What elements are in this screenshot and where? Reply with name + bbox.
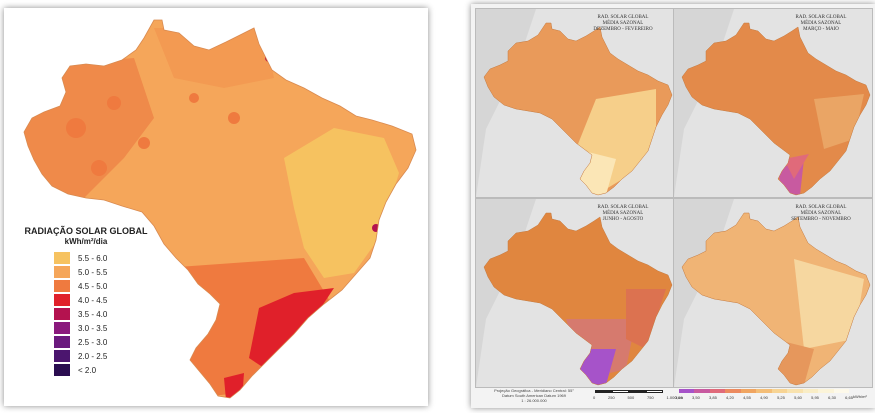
scale-label: 1.000 km	[666, 395, 683, 400]
title-line: RAD. SOLAR GLOBAL	[795, 15, 847, 20]
seasonal-map-svg	[476, 199, 674, 387]
legend-swatch	[54, 252, 70, 264]
colorbar-tick: 4,20	[726, 395, 734, 400]
colorbar-segment	[709, 389, 726, 393]
legend-swatch	[54, 308, 70, 320]
legend-swatch	[54, 350, 70, 362]
scale-label: 0	[593, 395, 596, 400]
legend-label: 2.5 - 3.0	[78, 337, 108, 347]
title-line: MARÇO - MAIO	[803, 27, 839, 32]
seasonal-map-svg	[674, 199, 872, 387]
colorbar-tick: 4,55	[743, 395, 751, 400]
scale-bar	[595, 390, 665, 393]
colorbar-segment	[771, 389, 788, 393]
legend-item: 4.5 - 5.0	[54, 279, 156, 293]
colorbar-segment	[833, 389, 849, 393]
legend-label: 3.0 - 3.5	[78, 323, 108, 333]
seasonal-map-dec-feb: RAD. SOLAR GLOBAL MÉDIA SAZONAL DEZEMBRO -…	[475, 8, 675, 198]
title-line: DEZEMBRO - FEVEREIRO	[593, 27, 653, 32]
colorbar-segment	[802, 389, 819, 393]
colorbar-segment	[787, 389, 803, 393]
seasonal-map-title: RAD. SOLAR GLOBAL MÉDIA SAZONAL MARÇO - MA…	[776, 15, 866, 33]
legend-label: 4.5 - 5.0	[78, 281, 108, 291]
map-footer: Projeção Geográfica - Meridiano Central:…	[475, 387, 871, 405]
title-line: RAD. SOLAR GLOBAL	[597, 15, 649, 20]
legend-item: 4.0 - 4.5	[54, 293, 156, 307]
seasonal-map-svg	[476, 9, 674, 197]
colorbar-segment	[740, 389, 757, 393]
seasonal-map-jun-aug: RAD. SOLAR GLOBAL MÉDIA SAZONAL JUNHO - AG…	[475, 198, 675, 388]
legend-label: 3.5 - 4.0	[78, 309, 108, 319]
scale-labels: 0 250 500 750 1.000 km	[593, 395, 683, 400]
legend-item: 3.0 - 3.5	[54, 321, 156, 335]
title-line: JUNHO - AGOSTO	[602, 217, 644, 222]
legend-swatch	[54, 322, 70, 334]
colorbar-tick: 5,95	[811, 395, 819, 400]
colorbar-tick: 5,25	[777, 395, 785, 400]
legend-item: 2.0 - 2.5	[54, 349, 156, 363]
scale-label: 250	[608, 395, 615, 400]
legend-label: 5.0 - 5.5	[78, 267, 108, 277]
title-line: MÉDIA SAZONAL	[800, 211, 842, 216]
colorbar-segment	[679, 389, 695, 393]
seasonal-maps-panel: RAD. SOLAR GLOBAL MÉDIA SAZONAL DEZEMBRO -…	[471, 4, 875, 408]
colorbar-segment	[818, 389, 834, 393]
legend-swatch	[54, 336, 70, 348]
seasonal-map-sep-nov: RAD. SOLAR GLOBAL MÉDIA SAZONAL SETEMBRO -…	[673, 198, 873, 388]
legend-item: < 2.0	[54, 363, 156, 377]
legend-item: 2.5 - 3.0	[54, 335, 156, 349]
brazil-annual-radiation-map	[23, 19, 417, 399]
colorbar-tick: 4,90	[760, 395, 768, 400]
colorbar-unit: kWh/m²	[853, 394, 867, 399]
annual-solar-map-panel: RADIAÇÃO SOLAR GLOBAL kWh/m²/dia 5.5 - 6…	[4, 8, 428, 406]
datum-line: Datum South American Datum 1969	[501, 393, 567, 398]
legend-swatch	[54, 280, 70, 292]
seasonal-map-title: RAD. SOLAR GLOBAL MÉDIA SAZONAL JUNHO - AG…	[578, 205, 668, 223]
colorbar-tick: 6,30	[828, 395, 836, 400]
projection-line: Projeção Geográfica - Meridiano Central:…	[494, 388, 574, 393]
colorbar	[679, 389, 849, 393]
seasonal-map-svg	[674, 9, 872, 197]
colorbar-tick: 3,50	[692, 395, 700, 400]
seasonal-map-mar-may: RAD. SOLAR GLOBAL MÉDIA SAZONAL MARÇO - MA…	[673, 8, 873, 198]
legend-swatch	[54, 294, 70, 306]
legend-item: 5.0 - 5.5	[54, 265, 156, 279]
colorbar-segment	[756, 389, 772, 393]
scale-label: 750	[647, 395, 654, 400]
colorbar-segment	[694, 389, 710, 393]
title-line: MÉDIA SAZONAL	[800, 21, 842, 26]
projection-note: Projeção Geográfica - Meridiano Central:…	[479, 388, 589, 403]
colorbar-ticks: 3,15 3,50 3,85 4,20 4,55 4,90 5,25 5,60 5,95 6,30…	[675, 395, 853, 400]
colorbar-tick: 5,60	[794, 395, 802, 400]
legend-swatch	[54, 266, 70, 278]
seasonal-map-title: RAD. SOLAR GLOBAL MÉDIA SAZONAL DEZEMBRO -…	[578, 15, 668, 33]
legend-label: < 2.0	[78, 365, 97, 375]
legend-label: 2.0 - 2.5	[78, 351, 108, 361]
colorbar-segment	[725, 389, 741, 393]
legend-label: 4.0 - 4.5	[78, 295, 108, 305]
scale-label: 500	[627, 395, 635, 400]
colorbar-tick: 6,65	[845, 395, 853, 400]
legend-unit: kWh/m²/dia	[64, 237, 108, 246]
title-line: SETEMBRO - NOVEMBRO	[791, 217, 851, 222]
legend-swatch	[54, 364, 70, 376]
colorbar-tick: 3,15	[675, 395, 683, 400]
title-line: RAD. SOLAR GLOBAL	[597, 205, 649, 210]
map-legend: RADIAÇÃO SOLAR GLOBAL kWh/m²/dia 5.5 - 6…	[16, 226, 156, 377]
legend-item: 3.5 - 4.0	[54, 307, 156, 321]
legend-item: 5.5 - 6.0	[54, 251, 156, 265]
legend-label: 5.5 - 6.0	[78, 253, 108, 263]
title-line: MÉDIA SAZONAL	[602, 21, 644, 26]
seasonal-map-title: RAD. SOLAR GLOBAL MÉDIA SAZONAL SETEMBRO -…	[776, 205, 866, 223]
scale-ratio: 1 : 26.000.000	[521, 398, 547, 403]
title-line: RAD. SOLAR GLOBAL	[795, 205, 847, 210]
colorbar-tick: 3,85	[709, 395, 717, 400]
title-line: MÉDIA SAZONAL	[602, 211, 644, 216]
legend-title: RADIAÇÃO SOLAR GLOBAL	[24, 226, 148, 236]
